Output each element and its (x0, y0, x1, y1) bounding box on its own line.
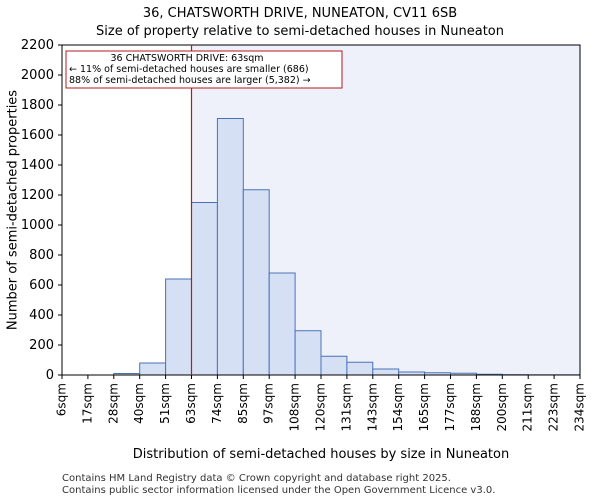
y-tick-label: 1200 (21, 188, 54, 203)
y-tick-label: 2000 (21, 68, 54, 83)
x-tick-label: 74sqm (210, 383, 224, 424)
annotation-box (65, 50, 343, 89)
x-tick-label: 234sqm (573, 383, 587, 431)
y-tick-label: 0 (46, 368, 54, 383)
x-tick-label: 223sqm (547, 383, 561, 431)
histogram-bar (268, 272, 296, 376)
x-tick-label: 200sqm (495, 383, 509, 431)
histogram-bar (216, 118, 244, 376)
x-tick-label: 188sqm (469, 383, 483, 431)
annotation-line1: 36 CHATSWORTH DRIVE: 63sqm (111, 53, 264, 64)
y-tick-label: 200 (29, 338, 54, 353)
y-tick-label: 1000 (21, 218, 54, 233)
x-tick-label: 97sqm (262, 383, 276, 424)
x-tick-label: 211sqm (521, 383, 535, 431)
y-tick-label: 1600 (21, 128, 54, 143)
footer-licence: Contains public sector information licen… (62, 485, 496, 496)
x-tick-label: 28sqm (106, 383, 120, 424)
histogram-bar (294, 330, 322, 376)
y-axis-label: Number of semi-detached properties (6, 90, 21, 330)
histogram-bar (346, 361, 374, 376)
y-tick-label: 400 (29, 308, 54, 323)
x-tick-label: 6sqm (55, 383, 69, 416)
x-axis-label: Distribution of semi-detached houses by … (133, 447, 509, 462)
histogram-bar (242, 189, 270, 376)
annotation-line3: 88% of semi-detached houses are larger (… (69, 75, 311, 86)
x-tick-label: 165sqm (417, 383, 431, 431)
histogram-bar (372, 368, 400, 376)
x-tick-label: 143sqm (365, 383, 379, 431)
x-tick-label: 154sqm (391, 383, 405, 431)
y-tick-label: 2200 (21, 38, 54, 53)
histogram-bar (139, 362, 167, 376)
x-tick-label: 40sqm (132, 383, 146, 424)
x-tick-label: 17sqm (80, 383, 94, 424)
x-tick-label: 85sqm (236, 383, 250, 424)
histogram-bar (191, 202, 218, 376)
annotation-line2: ← 11% of semi-detached houses are smalle… (69, 64, 309, 75)
histogram-bar (165, 278, 193, 376)
x-tick-label: 131sqm (339, 383, 353, 431)
footer-copyright: Contains HM Land Registry data © Crown c… (62, 473, 451, 484)
histogram-bar (320, 355, 348, 376)
y-tick-label: 1400 (21, 158, 54, 173)
x-tick-label: 177sqm (443, 383, 457, 431)
y-tick-label: 800 (29, 248, 54, 263)
x-tick-label: 108sqm (288, 383, 302, 431)
y-tick-label: 1800 (21, 98, 54, 113)
y-tick-label: 600 (29, 278, 54, 293)
x-tick-label: 51sqm (158, 383, 172, 424)
chart-title-line1: 36, CHATSWORTH DRIVE, NUNEATON, CV11 6SB (142, 6, 458, 21)
x-tick-label: 63sqm (184, 383, 198, 424)
x-tick-label: 120sqm (314, 383, 328, 431)
chart-title-line2: Size of property relative to semi-detach… (96, 24, 504, 39)
